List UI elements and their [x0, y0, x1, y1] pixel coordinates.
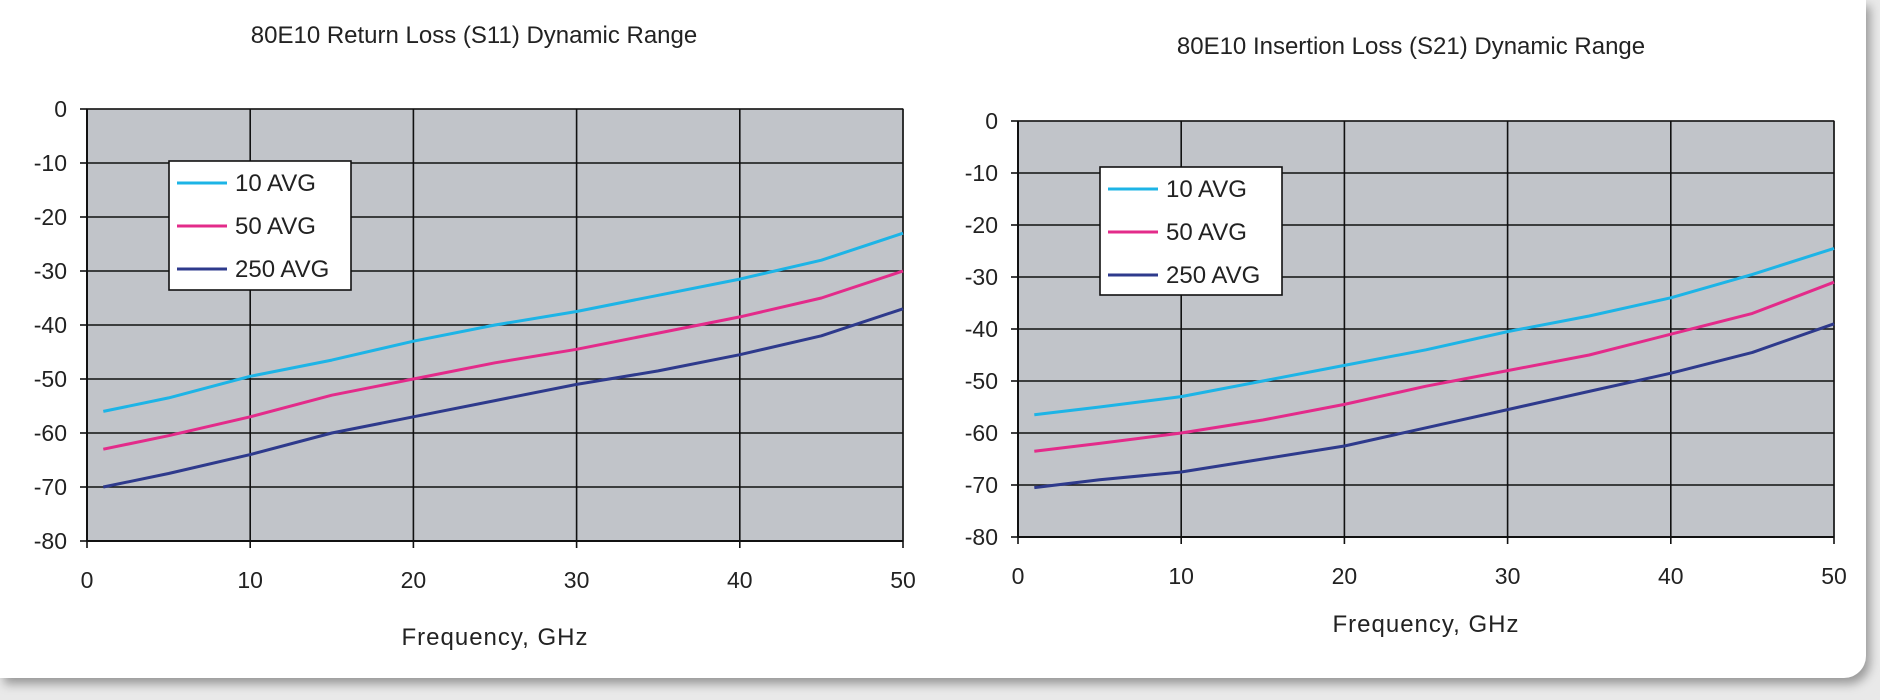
- x-tick-label: 50: [1821, 563, 1847, 589]
- y-tick-label: -80: [965, 524, 998, 550]
- y-tick-label: -70: [965, 472, 998, 498]
- y-tick-label: -20: [34, 204, 67, 230]
- y-tick-label: -70: [34, 474, 67, 500]
- y-tick-label: -10: [965, 160, 998, 186]
- y-tick-label: 0: [985, 108, 998, 134]
- legend-label: 250 AVG: [1166, 262, 1260, 289]
- y-tick-label: 0: [54, 96, 67, 122]
- series-line-50-avg: [102, 269, 904, 451]
- x-tick-label: 30: [564, 567, 590, 593]
- chart-title: 80E10 Insertion Loss (S21) Dynamic Range: [1177, 33, 1645, 60]
- x-tick-label: 0: [1012, 563, 1025, 589]
- series-line-10-avg: [1034, 246, 1835, 417]
- x-tick-label: 40: [1658, 563, 1684, 589]
- legend-label: 50 AVG: [1166, 219, 1247, 246]
- series-line-50-avg: [1034, 280, 1835, 453]
- series-line-10-avg: [102, 231, 904, 413]
- series-line-250-avg: [1034, 322, 1835, 490]
- chart-2: 80E10 Insertion Loss (S21) Dynamic Range…: [965, 33, 1847, 638]
- figure-card: 80E10 Return Loss (S11) Dynamic Range 0 -1…: [0, 0, 1866, 678]
- y-tick-label: -30: [965, 264, 998, 290]
- x-tick-label: 0: [81, 567, 94, 593]
- x-tick-label: 30: [1495, 563, 1521, 589]
- legend: 10 AVG 50 AVG 250 AVG: [168, 160, 352, 291]
- x-axis-label: Frequency, GHz: [402, 624, 589, 651]
- chart-1: 80E10 Return Loss (S11) Dynamic Range 0 -1…: [34, 22, 916, 651]
- y-tick-label: -40: [965, 316, 998, 342]
- y-tick-label: -60: [34, 420, 67, 446]
- figure-canvas: 80E10 Return Loss (S11) Dynamic Range 0 -1…: [34, 22, 1847, 651]
- y-tick-label: -10: [34, 150, 67, 176]
- legend-label: 50 AVG: [235, 213, 316, 240]
- x-axis-label: Frequency, GHz: [1333, 611, 1520, 638]
- y-tick-label: -40: [34, 312, 67, 338]
- series-line-250-avg: [102, 307, 904, 489]
- x-tick-label: 10: [237, 567, 263, 593]
- x-tick-label: 20: [401, 567, 427, 593]
- y-tick-label: -20: [965, 212, 998, 238]
- y-tick-label: -50: [34, 366, 67, 392]
- chart-title: 80E10 Return Loss (S11) Dynamic Range: [251, 22, 697, 49]
- y-tick-label: -30: [34, 258, 67, 284]
- legend-label: 10 AVG: [1166, 176, 1247, 203]
- x-tick-label: 10: [1168, 563, 1194, 589]
- legend-label: 250 AVG: [235, 256, 329, 283]
- x-tick-label: 20: [1332, 563, 1358, 589]
- legend-label: 10 AVG: [235, 170, 316, 197]
- x-tick-label: 50: [890, 567, 916, 593]
- y-tick-label: -50: [965, 368, 998, 394]
- y-tick-label: -80: [34, 528, 67, 554]
- y-tick-label: -60: [965, 420, 998, 446]
- legend: 10 AVG 50 AVG 250 AVG: [1099, 166, 1283, 296]
- x-tick-label: 40: [727, 567, 753, 593]
